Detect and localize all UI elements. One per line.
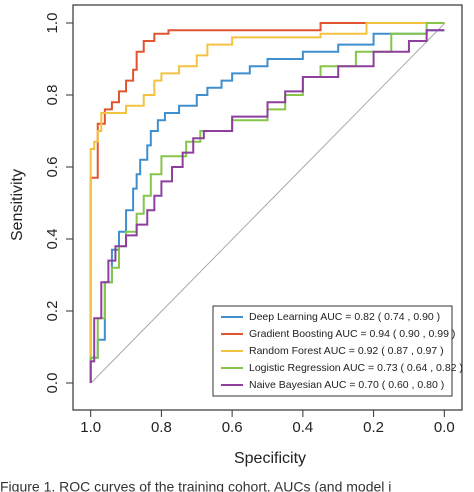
legend-box: [212, 305, 453, 397]
y-tick-label: 0.8: [44, 85, 61, 106]
curves: [89, 22, 445, 383]
y-tick-label: 0.4: [44, 229, 61, 250]
plot-frame: [72, 4, 463, 411]
legend-label: Gradient Boosting AUC = 0.94 ( 0.90 , 0.…: [249, 328, 455, 340]
y-tick-label: 0.0: [44, 373, 61, 394]
x-tick-label: 0.8: [151, 419, 172, 436]
legend-label: Naive Bayesian AUC = 0.70 ( 0.60 , 0.80 …: [249, 379, 444, 391]
roc-curve: [89, 22, 445, 383]
y-tick-label: 1.0: [44, 13, 61, 34]
caption: Figure 1. ROC curves of the training coh…: [0, 479, 391, 492]
x-tick-label: 0.0: [434, 419, 455, 436]
legend-label: Random Forest AUC = 0.92 ( 0.87 , 0.97 ): [249, 345, 444, 357]
x-tick-label: 0.2: [363, 419, 384, 436]
y-axis-label: Sensitivity: [9, 169, 26, 241]
roc-curve: [89, 29, 445, 383]
legend-label: Logistic Regression AUC = 0.73 ( 0.64 , …: [249, 362, 463, 374]
x-tick-label: 0.6: [222, 419, 243, 436]
x-axis-label: Specificity: [234, 450, 306, 467]
x-tick-label: 0.4: [292, 419, 313, 436]
y-tick-label: 0.6: [44, 157, 61, 178]
x-tick-label: 1.0: [80, 419, 101, 436]
y-tick-label: 0.2: [44, 301, 61, 322]
roc-curve: [89, 22, 445, 383]
roc-curve: [89, 22, 445, 383]
legend-label: Deep Learning AUC = 0.82 ( 0.74 , 0.90 ): [249, 311, 440, 323]
reference-diagonal: [90, 22, 446, 384]
